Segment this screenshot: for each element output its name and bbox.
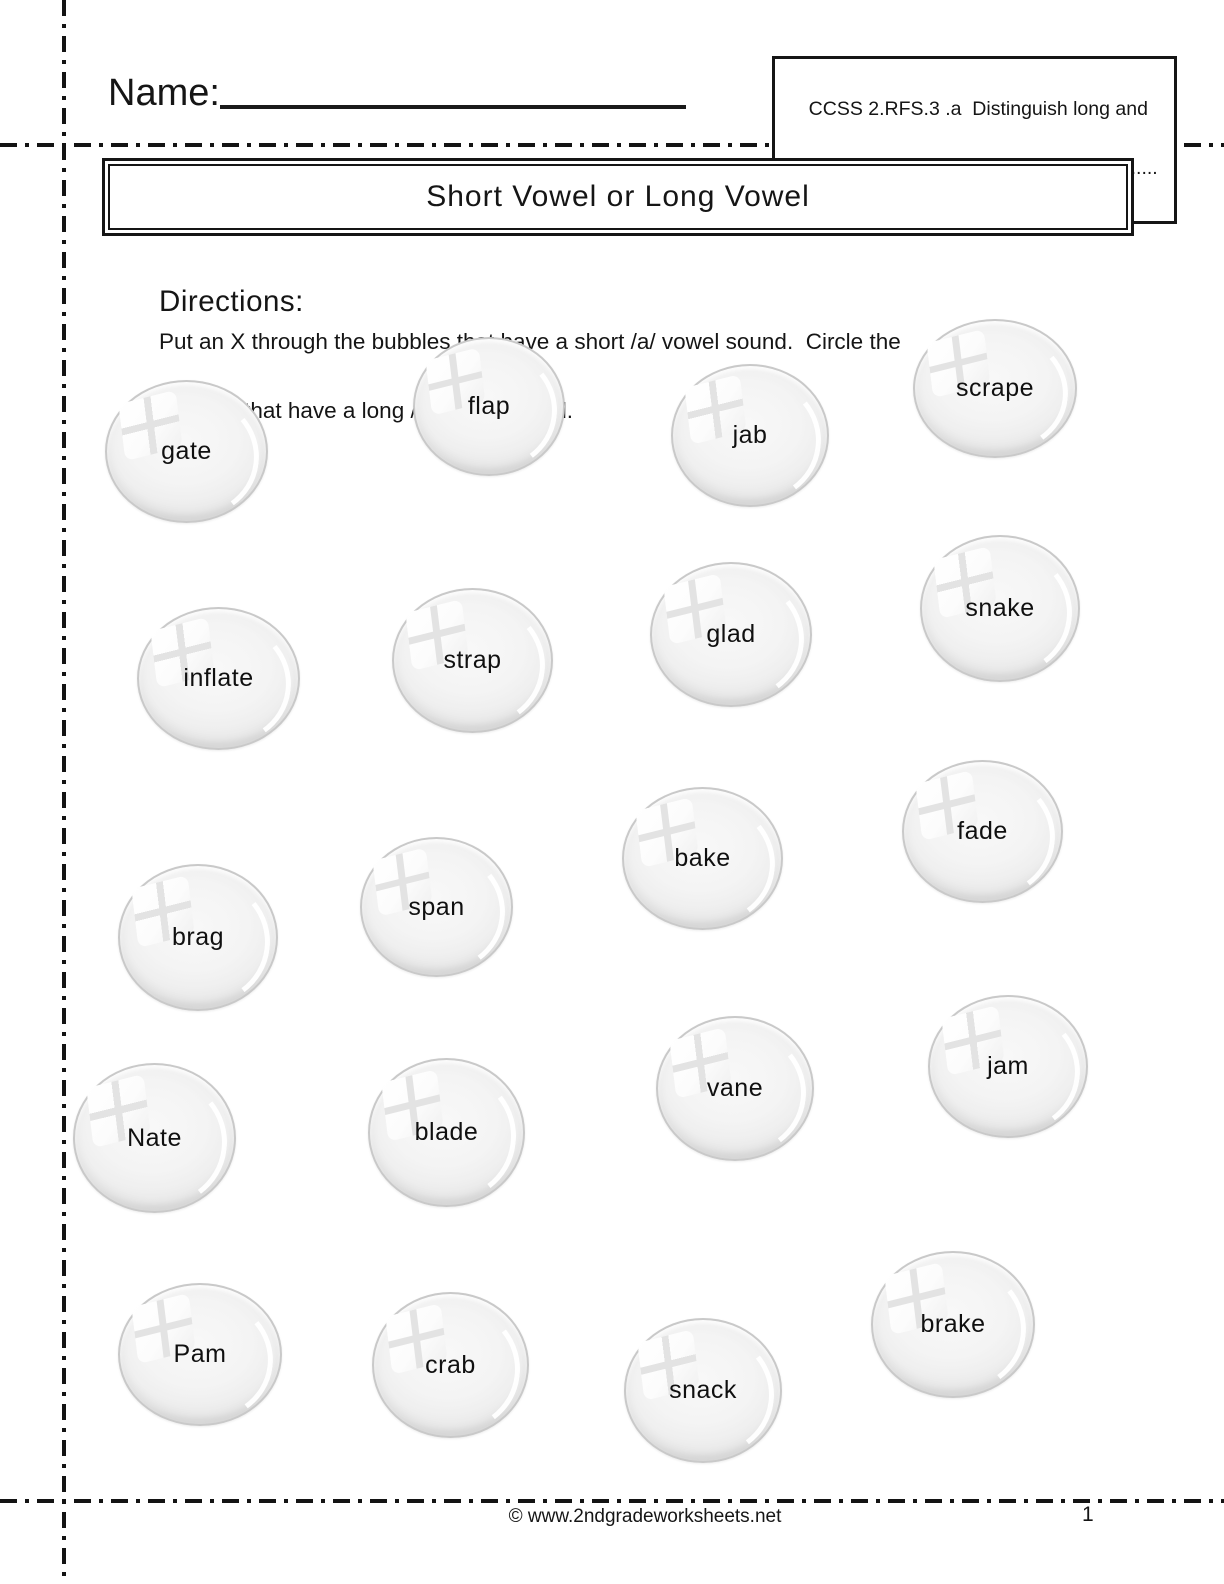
word-bubble-glad[interactable]: glad <box>650 562 812 707</box>
word-bubble-crab[interactable]: crab <box>372 1292 529 1438</box>
bubble-word: crab <box>425 1350 476 1379</box>
bubble-word: jab <box>732 421 768 449</box>
word-bubble-nate[interactable]: Nate <box>73 1063 236 1213</box>
name-blank-line[interactable] <box>219 95 686 109</box>
bubble-word: scrape <box>955 374 1035 402</box>
bubble-word: jam <box>987 1052 1029 1080</box>
bubble-word: strap <box>443 646 502 674</box>
bubble-word: snake <box>965 594 1035 622</box>
name-label: Name: <box>108 72 220 114</box>
ccss-line-1: CCSS 2.RFS.3 .a Distinguish long and <box>808 98 1148 121</box>
bubble-word: blade <box>414 1118 479 1146</box>
footer-credit: © www.2ndgradeworksheets.net <box>508 1506 782 1527</box>
directions-label: Directions: <box>159 284 304 318</box>
page-title: Short Vowel or Long Vowel <box>108 164 1128 230</box>
word-bubble-brake[interactable]: brake <box>871 1251 1035 1398</box>
word-bubble-jab[interactable]: jab <box>671 364 829 507</box>
bottom-cut-line <box>0 1499 1224 1503</box>
word-bubble-span[interactable]: span <box>360 837 513 977</box>
name-row: Name: <box>108 72 686 115</box>
bubble-word: glad <box>706 620 756 648</box>
word-bubble-blade[interactable]: blade <box>368 1058 525 1207</box>
page-number: 1 <box>1082 1503 1094 1526</box>
top-cut-line <box>0 143 1224 147</box>
bubble-word: Pam <box>173 1340 227 1368</box>
bubble-word: bake <box>674 844 731 872</box>
word-bubble-pam[interactable]: Pam <box>118 1283 282 1426</box>
bubble-word: brag <box>171 923 225 951</box>
bubble-word: fade <box>957 817 1008 845</box>
word-bubble-inflate[interactable]: inflate <box>137 607 300 750</box>
word-bubble-snake[interactable]: snake <box>920 535 1080 682</box>
bubble-word: vane <box>706 1074 764 1102</box>
bubble-word: flap <box>467 392 511 420</box>
word-bubble-fade[interactable]: fade <box>902 760 1063 903</box>
word-bubble-vane[interactable]: vane <box>656 1016 814 1161</box>
word-bubble-bake[interactable]: bake <box>622 787 783 930</box>
bubble-word: inflate <box>183 664 254 692</box>
word-bubble-scrape[interactable]: scrape <box>913 319 1077 458</box>
word-bubble-flap[interactable]: flap <box>413 337 565 476</box>
word-bubble-brag[interactable]: brag <box>118 864 278 1011</box>
word-bubble-snack[interactable]: snack <box>624 1318 782 1463</box>
title-box: Short Vowel or Long Vowel <box>102 158 1134 236</box>
bubble-word: Nate <box>127 1123 182 1152</box>
bubble-word: snack <box>669 1376 737 1404</box>
bubble-word: gate <box>161 437 212 465</box>
left-cut-line <box>62 0 66 1584</box>
word-bubble-strap[interactable]: strap <box>392 588 553 733</box>
word-bubble-gate[interactable]: gate <box>105 380 268 523</box>
bubble-word: span <box>408 892 465 921</box>
bubble-word: brake <box>920 1310 986 1338</box>
word-bubble-jam[interactable]: jam <box>928 995 1088 1138</box>
